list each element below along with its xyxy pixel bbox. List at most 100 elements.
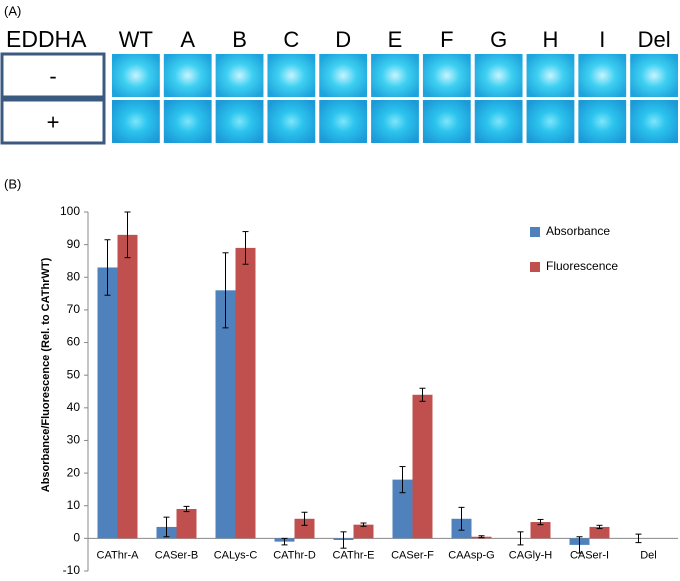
y-tick-label: 90 [67, 237, 81, 251]
row-label: + [47, 109, 60, 134]
error-bar [222, 252, 229, 329]
x-tick-label: CAThr-A [97, 549, 140, 561]
column-label: G [490, 27, 507, 52]
plate-image [163, 100, 212, 143]
plate-image [422, 54, 471, 97]
plate-image [422, 100, 471, 143]
chart: -10 0 10 20 30 40 50 60 70 80 90 100 CAThr-A CASer-B C… [60, 204, 678, 577]
column-label: B [232, 27, 247, 52]
error-bar [576, 536, 583, 554]
plate-image [112, 100, 160, 143]
x-tick-label: CALys-C [214, 549, 258, 561]
plate-image [215, 54, 264, 97]
column-label: F [440, 27, 453, 52]
x-tick-label: CASer-F [391, 549, 434, 561]
error-bar [242, 231, 249, 265]
x-tick-label: CAThr-D [273, 549, 316, 561]
plate-image [371, 100, 419, 143]
error-bar [163, 516, 170, 538]
panel-label: (B) [4, 176, 21, 191]
bar [294, 518, 315, 539]
bar [353, 524, 374, 539]
plate-image [578, 100, 627, 143]
bar [215, 290, 236, 539]
x-tick-label: CAAsp-G [448, 549, 494, 561]
y-tick-label: 100 [60, 204, 80, 218]
y-axis-title: Absorbance/Fluorescence (Rel. to CAThrWT… [40, 257, 52, 492]
plate-image [267, 100, 316, 143]
error-bar [104, 239, 111, 296]
plate-image [474, 100, 523, 143]
x-tick-label: CASer-B [155, 549, 198, 561]
plate-image [163, 54, 212, 97]
plate-image [630, 54, 678, 97]
error-bar [458, 506, 465, 531]
column-label: C [283, 27, 299, 52]
row-box [0, 52, 106, 99]
error-bar [419, 387, 426, 402]
error-bar [537, 518, 544, 526]
y-tick-label: 30 [67, 433, 81, 447]
row-label: - [49, 63, 56, 88]
column-label: Del [638, 27, 671, 52]
column-label: WT [119, 27, 153, 52]
plate-image [578, 54, 627, 97]
error-bar [478, 535, 485, 539]
bar [176, 508, 197, 539]
y-tick-label: 60 [67, 335, 81, 349]
legend-label: Fluorescence [546, 259, 618, 273]
column-label: A [180, 27, 195, 52]
error-bar [340, 531, 347, 549]
error-bar [596, 524, 603, 530]
column-label: E [388, 27, 403, 52]
bar [530, 522, 551, 539]
plate-image [474, 54, 523, 97]
error-bar [301, 511, 308, 526]
plate-image [215, 100, 264, 143]
bar [235, 247, 256, 539]
y-tick-label: 50 [67, 367, 81, 381]
y-tick-label: 40 [67, 400, 81, 414]
y-tick-label: 80 [67, 269, 81, 283]
y-tick-label: 0 [73, 531, 80, 545]
y-tick-label: 10 [67, 498, 81, 512]
plate-image [526, 54, 575, 97]
column-label: I [599, 27, 605, 52]
plate-image [526, 100, 575, 143]
x-tick-label: CAGly-H [509, 549, 552, 561]
legend-swatch [530, 262, 540, 272]
row-header: EDDHA [6, 26, 87, 52]
y-tick-label: 20 [67, 465, 81, 479]
plate-image [371, 54, 419, 97]
error-bar [399, 466, 406, 494]
bar [589, 526, 610, 539]
row-box [0, 98, 106, 145]
column-label: H [543, 27, 559, 52]
y-tick-label: 70 [67, 302, 81, 316]
bar [392, 479, 413, 539]
x-tick-label: Del [640, 549, 657, 561]
error-bar [635, 533, 642, 544]
bar [117, 234, 138, 539]
column-label: D [335, 27, 351, 52]
error-bar [360, 522, 367, 527]
plate-image [630, 100, 678, 143]
y-tick-label: -10 [63, 563, 81, 576]
plate-image [319, 100, 368, 143]
bar [412, 394, 433, 539]
plate-grid: WT A B C D E F G H I Del - + [0, 27, 678, 145]
panel-label: (A) [4, 3, 21, 18]
error-bar [517, 531, 524, 546]
plate-image [112, 54, 160, 97]
x-tick-label: CASer-I [570, 549, 609, 561]
x-tick-label: CAThr-E [333, 549, 375, 561]
error-bar [281, 537, 288, 546]
legend-swatch [530, 227, 540, 237]
error-bar [183, 505, 190, 513]
plate-image [319, 54, 368, 97]
plate-image [267, 54, 316, 97]
legend-label: Absorbance [546, 224, 610, 238]
bar [97, 267, 118, 539]
